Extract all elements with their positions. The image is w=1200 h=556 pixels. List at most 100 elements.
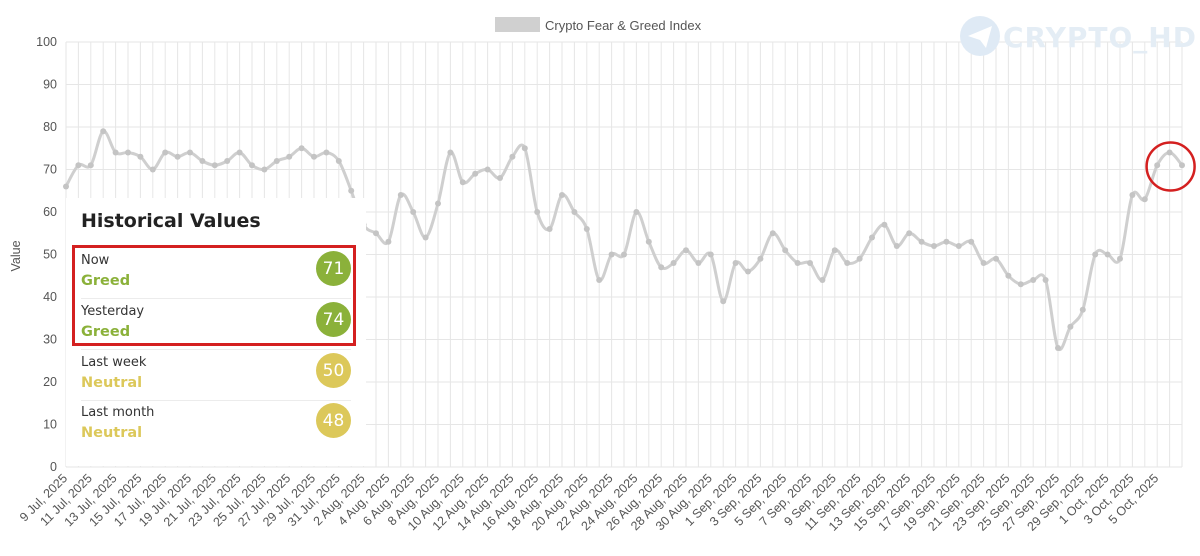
data-point[interactable]	[137, 153, 144, 160]
data-point[interactable]	[484, 166, 491, 173]
data-point[interactable]	[844, 260, 851, 266]
data-point[interactable]	[707, 251, 714, 258]
data-point[interactable]	[633, 209, 640, 215]
legend[interactable]: Crypto Fear & Greed Index	[495, 17, 702, 33]
data-point[interactable]	[732, 260, 739, 266]
data-point[interactable]	[1129, 192, 1136, 198]
data-point[interactable]	[931, 243, 937, 249]
data-point[interactable]	[807, 260, 813, 266]
data-point[interactable]	[583, 226, 590, 232]
data-point[interactable]	[497, 175, 503, 181]
data-point[interactable]	[993, 255, 999, 262]
data-point[interactable]	[323, 149, 330, 156]
data-point[interactable]	[769, 230, 776, 237]
data-point[interactable]	[397, 192, 404, 198]
data-point[interactable]	[1179, 162, 1185, 169]
data-point[interactable]	[435, 200, 441, 207]
data-point[interactable]	[893, 243, 900, 249]
data-point[interactable]	[1042, 277, 1049, 283]
data-point[interactable]	[571, 209, 578, 215]
data-point[interactable]	[980, 260, 987, 266]
data-point[interactable]	[782, 247, 789, 254]
data-point[interactable]	[1067, 323, 1074, 330]
data-point[interactable]	[608, 251, 615, 258]
data-point[interactable]	[546, 226, 553, 232]
historical-row-last-month: Last month Neutral 48	[81, 400, 351, 450]
data-point[interactable]	[410, 209, 417, 215]
data-point[interactable]	[621, 251, 627, 258]
data-point[interactable]	[943, 238, 950, 245]
y-tick-label: 80	[43, 120, 57, 134]
data-point[interactable]	[521, 145, 528, 152]
data-point[interactable]	[831, 247, 838, 254]
data-point[interactable]	[348, 187, 355, 194]
data-point[interactable]	[1017, 281, 1024, 288]
data-point[interactable]	[1104, 251, 1111, 258]
data-point[interactable]	[1030, 277, 1037, 283]
data-point[interactable]	[856, 255, 863, 262]
data-point[interactable]	[1055, 345, 1061, 351]
latest-value-highlight-circle	[1145, 141, 1196, 192]
data-point[interactable]	[509, 153, 516, 160]
row-classification: Greed	[81, 324, 131, 340]
data-point[interactable]	[720, 298, 727, 305]
data-point[interactable]	[918, 238, 925, 245]
data-point[interactable]	[819, 277, 826, 283]
data-point[interactable]	[298, 145, 305, 152]
data-point[interactable]	[955, 243, 962, 249]
y-tick-label: 90	[43, 78, 57, 92]
data-point[interactable]	[1154, 162, 1161, 169]
data-point[interactable]	[236, 149, 243, 156]
data-point[interactable]	[1166, 149, 1173, 156]
data-point[interactable]	[472, 170, 479, 177]
data-point[interactable]	[249, 162, 255, 169]
data-point[interactable]	[757, 255, 764, 262]
data-point[interactable]	[224, 158, 231, 164]
data-point[interactable]	[112, 149, 119, 156]
data-point[interactable]	[459, 179, 466, 186]
data-point[interactable]	[149, 166, 156, 173]
data-point[interactable]	[1117, 255, 1123, 262]
data-point[interactable]	[1079, 306, 1086, 313]
data-point[interactable]	[261, 166, 268, 173]
y-tick-label: 100	[36, 35, 57, 49]
data-point[interactable]	[273, 158, 280, 164]
data-point[interactable]	[645, 238, 652, 245]
y-tick-label: 40	[43, 290, 57, 304]
data-point[interactable]	[63, 183, 69, 190]
data-point[interactable]	[100, 128, 107, 135]
data-point[interactable]	[596, 277, 603, 283]
data-point[interactable]	[869, 234, 875, 241]
data-point[interactable]	[286, 153, 293, 160]
data-point[interactable]	[906, 230, 913, 237]
data-point[interactable]	[335, 158, 342, 164]
data-point[interactable]	[75, 162, 82, 169]
data-point[interactable]	[385, 238, 392, 245]
data-point[interactable]	[199, 158, 206, 164]
data-point[interactable]	[311, 153, 317, 160]
legend-label: Crypto Fear & Greed Index	[545, 18, 702, 33]
data-point[interactable]	[1141, 196, 1148, 203]
data-point[interactable]	[447, 149, 454, 156]
data-point[interactable]	[373, 230, 379, 237]
data-point[interactable]	[745, 268, 751, 275]
row-label: Last month	[81, 405, 155, 420]
data-point[interactable]	[1005, 272, 1012, 279]
data-point[interactable]	[1092, 251, 1099, 258]
data-point[interactable]	[87, 162, 94, 169]
data-point[interactable]	[174, 153, 181, 160]
data-point[interactable]	[211, 162, 218, 169]
data-point[interactable]	[695, 260, 702, 266]
data-point[interactable]	[534, 209, 541, 215]
data-point[interactable]	[881, 221, 888, 228]
data-point[interactable]	[670, 260, 677, 266]
data-point[interactable]	[968, 238, 975, 245]
data-point[interactable]	[794, 260, 801, 266]
data-point[interactable]	[658, 264, 665, 271]
data-point[interactable]	[125, 149, 131, 156]
data-point[interactable]	[683, 247, 689, 254]
data-point[interactable]	[162, 149, 169, 156]
data-point[interactable]	[559, 192, 565, 198]
data-point[interactable]	[187, 149, 193, 156]
data-point[interactable]	[422, 234, 429, 241]
